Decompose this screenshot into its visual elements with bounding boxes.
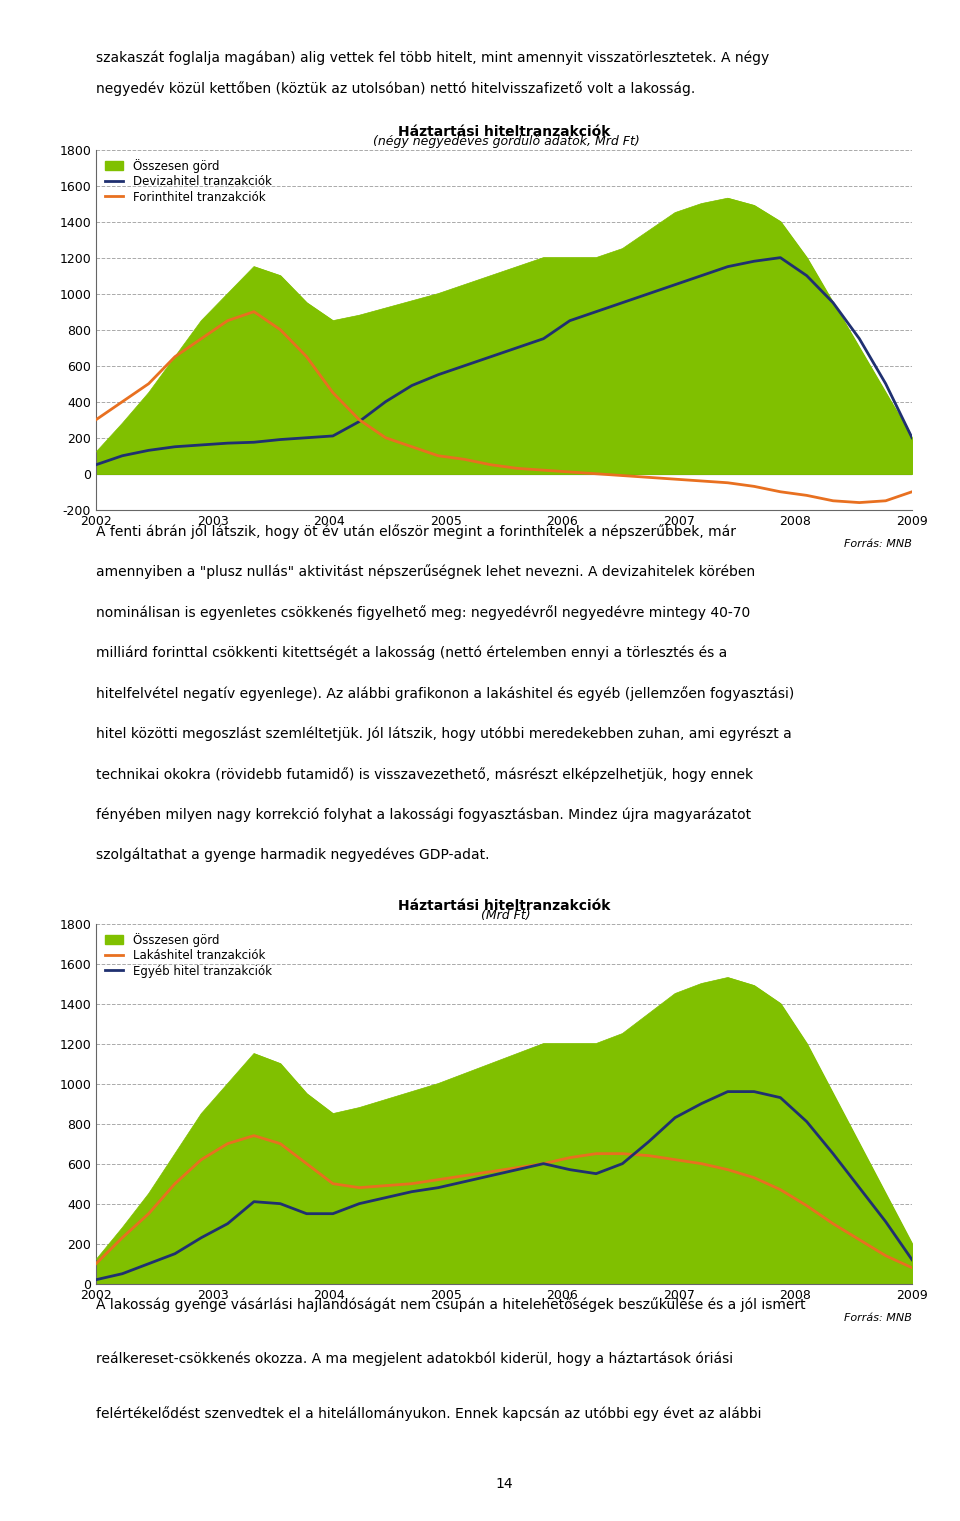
Text: 14: 14: [495, 1477, 513, 1491]
Text: technikai okokra (rövidebb futamidő) is visszavezethető, másrészt elképzelhetjük: technikai okokra (rövidebb futamidő) is …: [96, 767, 754, 782]
Text: (Mrd Ft): (Mrd Ft): [477, 908, 531, 922]
Text: A fenti ábrán jól látszik, hogy öt év után először megint a forinthitelek a néps: A fenti ábrán jól látszik, hogy öt év ut…: [96, 523, 736, 538]
Text: nominálisan is egyenletes csökkenés figyelhető meg: negyedévről negyedévre minte: nominálisan is egyenletes csökkenés figy…: [96, 605, 751, 619]
Text: szolgáltathat a gyenge harmadik negyedéves GDP-adat.: szolgáltathat a gyenge harmadik negyedév…: [96, 847, 490, 862]
Text: negyedév közül kettőben (köztük az utolsóban) nettó hitelvisszafizető volt a lak: negyedév közül kettőben (köztük az utols…: [96, 82, 695, 96]
Legend: Összesen görd, Devizahitel tranzakciók, Forinthitel tranzakciók: Összesen görd, Devizahitel tranzakciók, …: [102, 155, 275, 207]
Text: Háztartási hiteltranzakciók: Háztartási hiteltranzakciók: [397, 125, 611, 138]
Text: hitelfelvétel negatív egyenlege). Az alábbi grafikonon a lakáshitel és egyéb (je: hitelfelvétel negatív egyenlege). Az alá…: [96, 686, 794, 701]
Text: reálkereset-csökkenés okozza. A ma megjelent adatokból kiderül, hogy a háztartás: reálkereset-csökkenés okozza. A ma megje…: [96, 1352, 733, 1366]
Text: Forrás: MNB: Forrás: MNB: [844, 538, 912, 549]
Text: felértékelődést szenvedtek el a hitelállományukon. Ennek kapcsán az utóbbi egy é: felértékelődést szenvedtek el a hiteláll…: [96, 1405, 761, 1421]
Text: milliárd forinttal csökkenti kitettségét a lakosság (nettó értelemben ennyi a tö: milliárd forinttal csökkenti kitettségét…: [96, 645, 728, 660]
Text: hitel közötti megoszlást szemléltetjük. Jól látszik, hogy utóbbi meredekebben zu: hitel közötti megoszlást szemléltetjük. …: [96, 727, 792, 741]
Text: A lakosság gyenge vásárlási hajlandóságát nem csupán a hitelehetőségek beszűkülé: A lakosság gyenge vásárlási hajlandóságá…: [96, 1297, 805, 1313]
Text: (négy negyedéves gördülő adatok, Mrd Ft): (négy negyedéves gördülő adatok, Mrd Ft): [369, 135, 639, 148]
Text: amennyiben a "plusz nullás" aktivitást népszerűségnek lehet nevezni. A devizahit: amennyiben a "plusz nullás" aktivitást n…: [96, 564, 756, 580]
Text: szakaszát foglalja magában) alig vettek fel több hitelt, mint amennyit visszatör: szakaszát foglalja magában) alig vettek …: [96, 50, 769, 64]
Text: empire: empire: [15, 23, 81, 41]
Text: Forrás: MNB: Forrás: MNB: [844, 1313, 912, 1323]
Text: fényében milyen nagy korrekció folyhat a lakossági fogyasztásban. Mindez újra ma: fényében milyen nagy korrekció folyhat a…: [96, 808, 751, 821]
Legend: Összesen görd, Lakáshitel tranzakciók, Egyéb hitel tranzakciók: Összesen görd, Lakáshitel tranzakciók, E…: [102, 929, 276, 981]
Text: Háztartási hiteltranzakciók: Háztartási hiteltranzakciók: [397, 899, 611, 913]
